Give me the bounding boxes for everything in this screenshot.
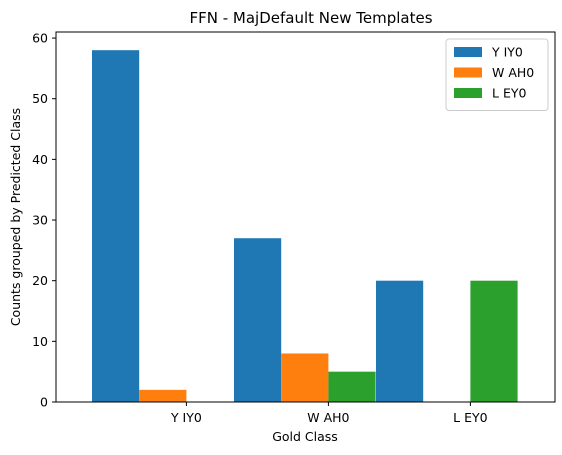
x-tick-label: W AH0 xyxy=(307,410,349,425)
x-tick-label: L EY0 xyxy=(453,410,487,425)
legend-label: W AH0 xyxy=(492,65,534,80)
y-axis-label: Counts grouped by Predicted Class xyxy=(8,108,23,326)
bar xyxy=(281,353,329,402)
legend-label: Y IY0 xyxy=(491,45,523,60)
y-tick-label: 0 xyxy=(40,395,48,410)
y-tick-label: 60 xyxy=(32,31,48,46)
y-tick-label: 30 xyxy=(32,213,48,228)
x-axis-ticks: Y IY0 W AH0 L EY0 xyxy=(170,402,488,425)
bar xyxy=(92,50,140,402)
y-tick-label: 20 xyxy=(32,273,48,288)
bar xyxy=(376,280,424,402)
y-tick-label: 50 xyxy=(32,91,48,106)
y-axis-ticks: 0 10 20 30 40 50 60 xyxy=(32,31,56,410)
plot-frame xyxy=(55,31,556,403)
x-tick-label: Y IY0 xyxy=(170,410,202,425)
chart-title: FFN - MajDefault New Templates xyxy=(189,9,432,27)
legend-swatch xyxy=(454,88,482,98)
legend-swatch xyxy=(454,67,482,78)
bars-group xyxy=(92,50,518,402)
bar xyxy=(470,280,518,402)
legend-label: L EY0 xyxy=(492,86,526,101)
legend-swatch xyxy=(454,47,482,57)
y-tick-label: 40 xyxy=(32,152,48,167)
y-tick-label: 10 xyxy=(32,334,48,349)
x-axis-label: Gold Class xyxy=(272,429,338,444)
bar xyxy=(139,389,187,402)
legend: Y IY0 W AH0 L EY0 xyxy=(445,38,549,111)
bar xyxy=(234,238,282,402)
bar xyxy=(328,371,376,402)
